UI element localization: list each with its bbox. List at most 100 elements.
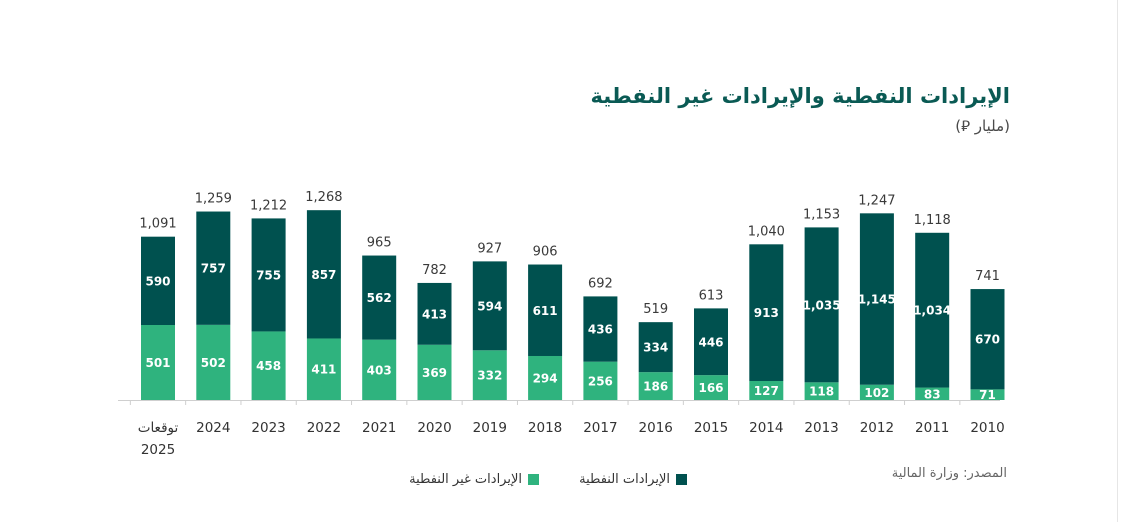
bar-non-oil xyxy=(306,338,341,400)
bar-oil xyxy=(196,211,231,325)
bar-oil xyxy=(915,232,950,388)
x-tick-label: 2018 xyxy=(528,420,562,436)
data-label-oil: 562 xyxy=(367,291,392,305)
data-label-total: 965 xyxy=(367,236,392,251)
x-tick-label: 2025 xyxy=(141,442,175,458)
data-label-oil: 436 xyxy=(588,323,613,337)
legend-label-oil: الإيرادات النفطية xyxy=(579,472,670,487)
bar-oil xyxy=(804,227,839,383)
legend-label-non-oil: الإيرادات غير النفطية xyxy=(409,472,522,487)
bar-oil xyxy=(528,264,563,356)
data-label-non-oil: 71 xyxy=(979,388,996,402)
data-label-non-oil: 369 xyxy=(422,366,447,380)
x-tick-label: 2023 xyxy=(251,420,285,436)
data-label-non-oil: 118 xyxy=(809,385,834,399)
data-label-total: 1,268 xyxy=(305,190,342,205)
chart-title: الإيرادات النفطية والإيرادات غير النفطية xyxy=(590,84,1010,108)
data-label-oil: 913 xyxy=(754,306,779,320)
bar-non-oil xyxy=(141,325,175,400)
data-label-oil: 1,145 xyxy=(858,293,896,307)
bar-non-oil xyxy=(196,324,231,400)
data-label-total: 692 xyxy=(588,276,613,291)
data-label-oil: 611 xyxy=(533,304,558,318)
data-label-non-oil: 501 xyxy=(145,356,170,370)
x-tick-label: 2010 xyxy=(970,420,1004,436)
bar-oil xyxy=(417,282,452,345)
bar-oil xyxy=(251,218,286,332)
data-label-total: 519 xyxy=(643,302,668,317)
data-label-oil: 413 xyxy=(422,307,447,321)
bar-oil xyxy=(970,289,1005,390)
data-label-non-oil: 403 xyxy=(367,363,392,377)
bar-non-oil xyxy=(251,331,286,400)
page-edge-rule xyxy=(1117,0,1118,522)
bar-oil xyxy=(306,210,341,339)
bar-non-oil xyxy=(694,375,728,400)
data-label-oil: 590 xyxy=(145,274,170,288)
data-label-oil: 1,034 xyxy=(913,304,951,318)
x-tick-label: 2011 xyxy=(915,420,949,436)
bar-oil xyxy=(694,308,728,376)
bar-non-oil xyxy=(915,387,950,400)
legend-swatch-oil xyxy=(676,474,687,485)
data-label-oil: 670 xyxy=(975,333,1000,347)
bar-oil xyxy=(859,213,894,385)
chart-subtitle: (مليار ⃁) xyxy=(955,117,1010,135)
data-label-total: 741 xyxy=(975,269,1000,284)
x-tick-label: 2022 xyxy=(307,420,341,436)
data-label-non-oil: 166 xyxy=(698,381,723,395)
bar-non-oil xyxy=(804,382,839,400)
data-label-total: 1,212 xyxy=(250,198,287,213)
data-label-total: 1,259 xyxy=(195,192,232,207)
data-label-total: 1,118 xyxy=(914,213,951,228)
data-label-oil: 757 xyxy=(201,262,226,276)
x-tick-label: 2020 xyxy=(417,420,451,436)
data-label-total: 782 xyxy=(422,263,447,278)
data-label-total: 613 xyxy=(699,288,724,303)
source-note: المصدر: وزارة المالية xyxy=(891,466,1007,481)
data-label-non-oil: 102 xyxy=(864,386,889,400)
data-label-oil: 755 xyxy=(256,268,281,282)
bar-non-oil xyxy=(749,380,784,400)
x-tick-label: 2013 xyxy=(804,420,838,436)
x-tick-label: 2014 xyxy=(749,420,783,436)
bar-non-oil xyxy=(583,361,618,400)
bar-oil xyxy=(749,244,784,381)
bar-non-oil xyxy=(528,355,563,400)
x-tick-label: 2021 xyxy=(362,420,396,436)
data-label-oil: 1,035 xyxy=(803,298,841,312)
data-label-total: 906 xyxy=(533,245,558,260)
data-label-oil: 334 xyxy=(643,341,668,355)
data-label-oil: 857 xyxy=(311,268,336,282)
bar-non-oil xyxy=(859,384,894,400)
bar-oil xyxy=(141,236,175,326)
legend-item-non-oil: الإيرادات غير النفطية xyxy=(409,472,539,487)
legend-item-oil: الإيرادات النفطية xyxy=(579,472,687,487)
bar-non-oil xyxy=(362,339,397,400)
x-tick-label: 2016 xyxy=(639,420,673,436)
bar-non-oil xyxy=(970,389,1005,400)
data-label-oil: 594 xyxy=(477,299,502,313)
data-label-non-oil: 83 xyxy=(924,387,941,401)
data-label-non-oil: 186 xyxy=(643,380,668,394)
data-label-total: 1,040 xyxy=(748,224,785,239)
x-tick-label: 2019 xyxy=(473,420,507,436)
data-label-total: 1,247 xyxy=(858,193,895,208)
bar-non-oil xyxy=(417,344,452,400)
x-tick-label: 2015 xyxy=(694,420,728,436)
data-label-non-oil: 411 xyxy=(311,363,336,377)
x-tick-label: 2024 xyxy=(196,420,230,436)
legend-swatch-non-oil xyxy=(528,474,539,485)
bar-non-oil xyxy=(472,350,507,400)
x-tick-label: 2017 xyxy=(583,420,617,436)
data-label-total: 927 xyxy=(477,241,502,256)
bar-oil xyxy=(583,296,618,362)
data-label-total: 1,153 xyxy=(803,207,840,222)
x-tick-label: توقعات xyxy=(138,420,179,436)
bar-oil xyxy=(472,261,507,351)
data-label-non-oil: 294 xyxy=(533,371,558,385)
data-label-non-oil: 256 xyxy=(588,374,613,388)
data-label-non-oil: 127 xyxy=(754,384,779,398)
data-label-non-oil: 502 xyxy=(201,356,226,370)
